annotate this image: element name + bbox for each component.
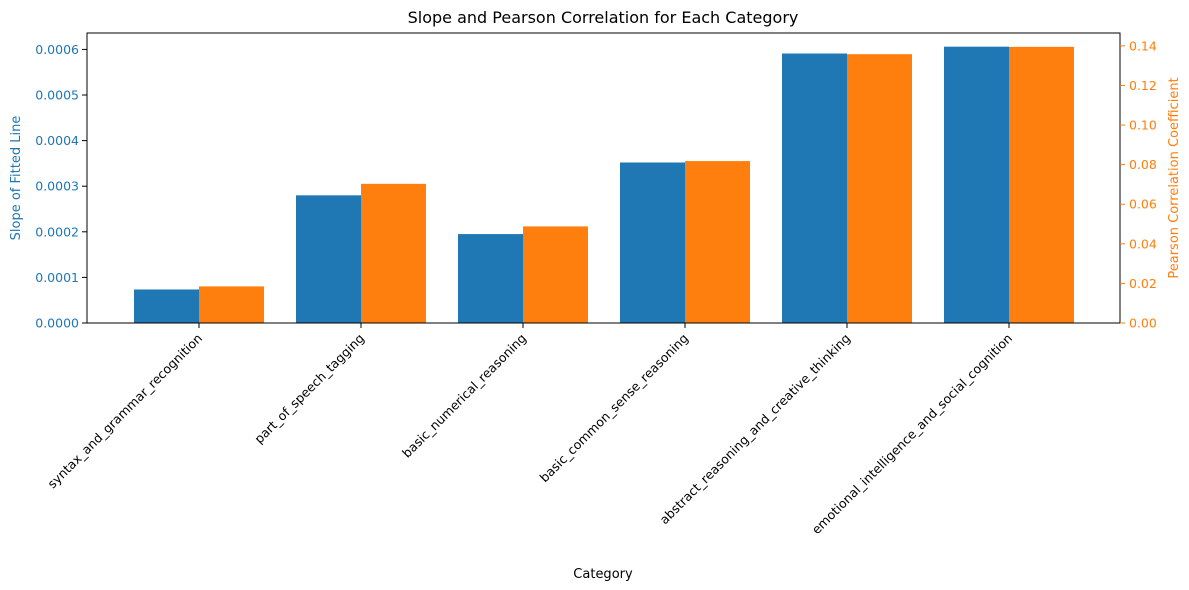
y-axis-right-label: Pearson Correlation Coefficient	[1167, 77, 1182, 278]
x-tick-label: basic_common_sense_reasoning	[537, 331, 692, 486]
chart-title: Slope and Pearson Correlation for Each C…	[408, 8, 799, 27]
y-left-tick-label: 0.0004	[35, 133, 79, 148]
bar-left-2	[458, 234, 523, 323]
y-right-tick-label: 0.12	[1129, 78, 1157, 93]
y-left-tick-label: 0.0002	[35, 224, 79, 239]
y-left-tick-label: 0.0000	[35, 316, 79, 331]
y-axis-left-label: Slope of Fitted Line	[9, 116, 24, 241]
x-tick-label: emotional_intelligence_and_social_cognit…	[809, 331, 1016, 538]
bar-right-2	[523, 226, 588, 323]
y-right-tick-label: 0.02	[1129, 276, 1157, 291]
bar-right-1	[361, 183, 426, 323]
bar-left-1	[296, 195, 361, 323]
plot-frame	[86, 32, 1121, 324]
y-right-tick-label: 0.04	[1129, 236, 1157, 251]
y-left-tick-label: 0.0005	[35, 88, 79, 103]
y-left-tick-label: 0.0001	[35, 270, 79, 285]
bar-right-3	[685, 161, 750, 323]
bar-left-3	[620, 162, 685, 323]
bar-right-5	[1009, 46, 1074, 323]
y-right-tick-label: 0.06	[1129, 197, 1157, 212]
x-tick-label: syntax_and_grammar_recognition	[44, 331, 205, 492]
y-left-tick-label: 0.0003	[35, 179, 79, 194]
y-right-tick-label: 0.14	[1129, 38, 1157, 53]
bar-right-0	[199, 286, 264, 323]
x-tick-label: basic_numerical_reasoning	[399, 331, 529, 461]
x-axis-label: Category	[573, 567, 633, 582]
x-tick-label: abstract_reasoning_and_creative_thinking	[657, 331, 854, 528]
bar-right-4	[847, 54, 912, 324]
y-right-tick-label: 0.08	[1129, 157, 1157, 172]
bar-left-5	[944, 46, 1009, 323]
x-tick-label: part_of_speech_tagging	[251, 331, 367, 447]
bar-left-4	[782, 53, 847, 324]
y-left-tick-label: 0.0006	[35, 42, 79, 57]
bar-left-0	[134, 289, 199, 323]
y-right-tick-label: 0.00	[1129, 316, 1157, 331]
y-right-tick-label: 0.10	[1129, 118, 1157, 133]
